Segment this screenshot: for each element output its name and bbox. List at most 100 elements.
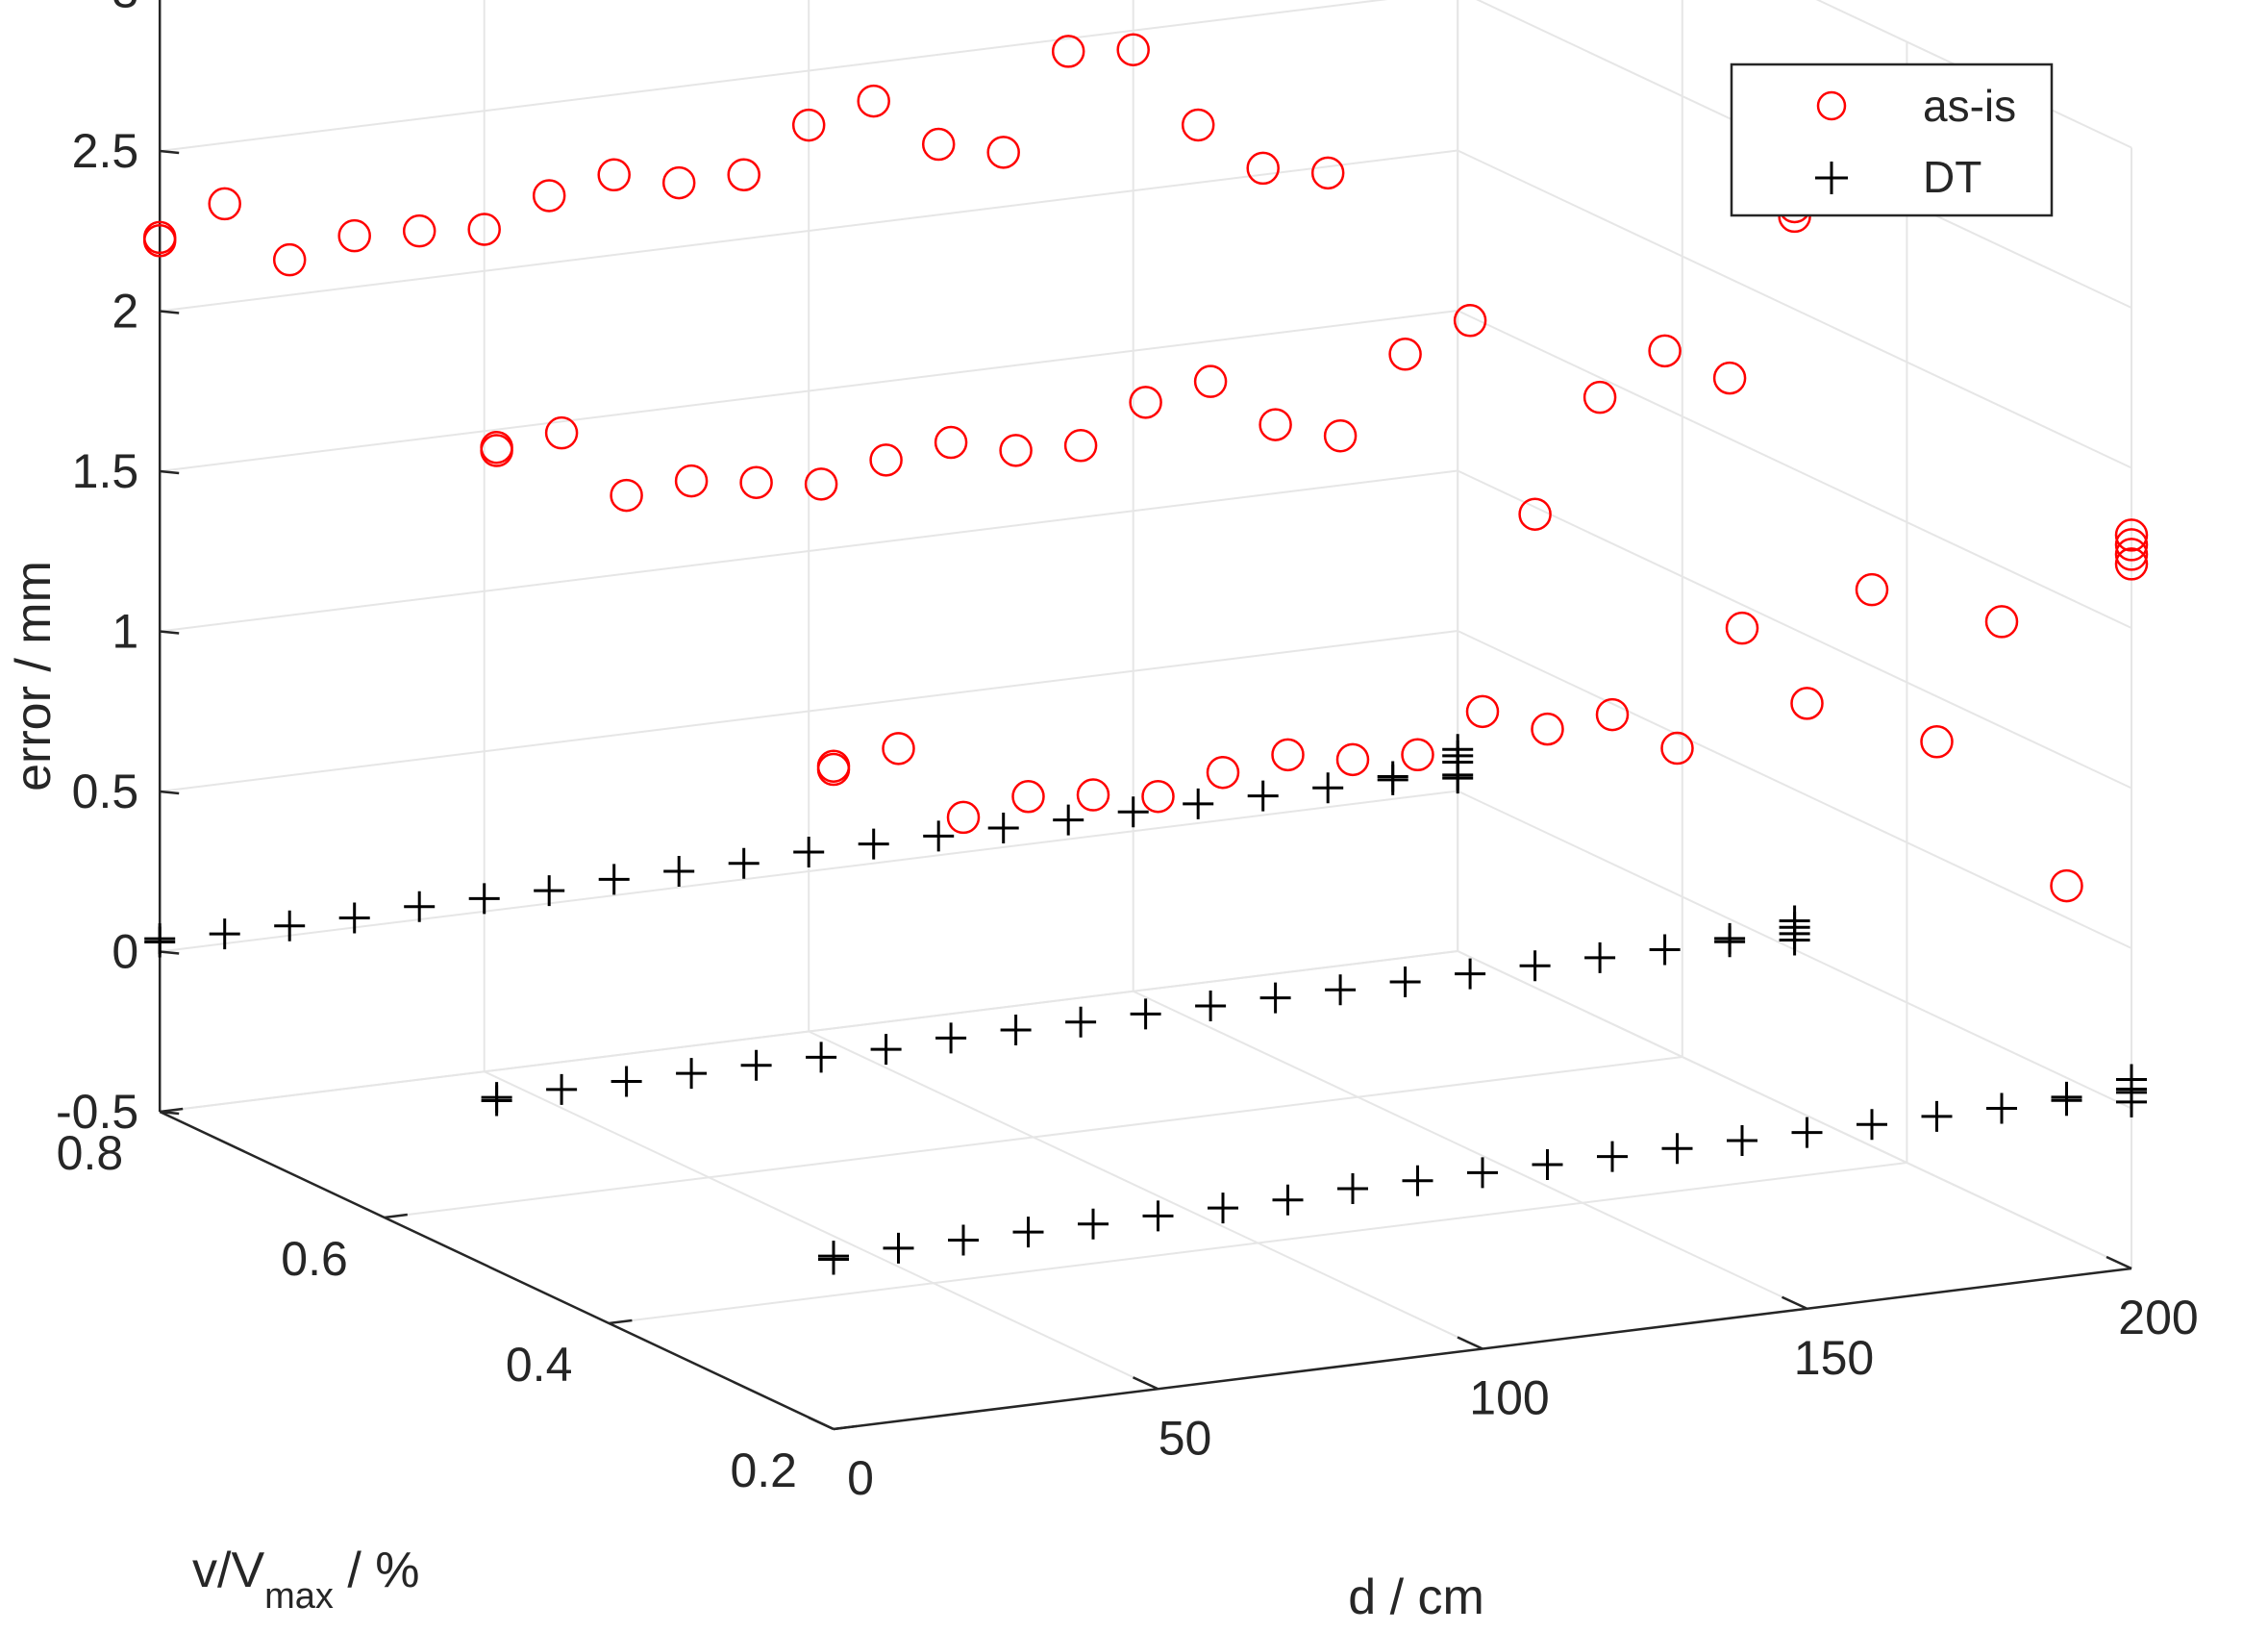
dt-point bbox=[144, 926, 176, 958]
dt-point bbox=[1442, 734, 1474, 766]
as-is-point bbox=[1246, 151, 1280, 186]
as-is-point bbox=[2114, 518, 2149, 552]
y-axis-line bbox=[159, 1110, 835, 1431]
dt-point bbox=[468, 883, 500, 915]
grid-line-side-z bbox=[1457, 310, 2132, 629]
dt-point bbox=[1661, 1133, 1693, 1165]
z-tick-mark bbox=[160, 790, 180, 795]
z-tick-label: 1.5 bbox=[72, 444, 139, 498]
dt-point bbox=[1649, 934, 1681, 966]
dt-point bbox=[1117, 796, 1149, 828]
dt-point bbox=[1727, 1124, 1757, 1156]
x-tick-mark bbox=[1132, 1376, 1159, 1391]
as-is-point bbox=[142, 223, 177, 258]
dt-point bbox=[1142, 1200, 1174, 1232]
dt-point bbox=[858, 828, 889, 860]
as-is-point bbox=[1725, 611, 1759, 645]
dt-point bbox=[611, 1066, 642, 1097]
as-is-point bbox=[1920, 725, 1954, 759]
y-tick-label: 0.8 bbox=[57, 1126, 124, 1180]
dt-point bbox=[1195, 991, 1227, 1021]
as-is-point bbox=[727, 158, 760, 191]
z-tick-label: 3 bbox=[112, 0, 138, 18]
grid-line-floor-y bbox=[609, 1162, 1907, 1324]
legend-marker-as-is bbox=[1816, 90, 1847, 121]
as-is-point bbox=[816, 752, 851, 787]
as-is-point bbox=[1193, 364, 1228, 398]
dt-point bbox=[728, 847, 760, 879]
dt-point bbox=[870, 1034, 902, 1066]
as-is-point bbox=[999, 434, 1033, 467]
as-is-point bbox=[1116, 33, 1150, 66]
as-is-point bbox=[1465, 694, 1500, 729]
grid-line-floor-y bbox=[160, 950, 1458, 1113]
dt-point bbox=[1714, 922, 1746, 954]
as-is-point bbox=[661, 165, 696, 200]
as-is-point bbox=[2114, 538, 2149, 571]
dt-point bbox=[1272, 1184, 1304, 1216]
y-tick-mark bbox=[384, 1213, 408, 1219]
z-tick-label: 0.5 bbox=[72, 765, 139, 818]
dt-point bbox=[534, 875, 565, 907]
y-axis-label: v/Vmax / % bbox=[192, 1543, 420, 1617]
dt-point bbox=[1183, 788, 1214, 819]
dt-point bbox=[676, 1058, 708, 1090]
as-is-point bbox=[1335, 742, 1370, 777]
as-is-point bbox=[1453, 304, 1487, 338]
grid-line-side-z bbox=[1457, 149, 2132, 469]
dt-point bbox=[1519, 950, 1551, 982]
legend-box bbox=[1730, 63, 2054, 217]
dt-point bbox=[546, 1073, 578, 1105]
as-is-point bbox=[1141, 779, 1175, 814]
as-is-point bbox=[857, 84, 890, 118]
dt-point bbox=[1377, 761, 1408, 792]
dt-point bbox=[1325, 974, 1357, 1006]
grid-line-side-z bbox=[1457, 630, 2132, 949]
grid-line-floor-x bbox=[1133, 990, 1807, 1310]
as-is-point bbox=[1181, 108, 1215, 142]
x-tick-mark bbox=[2106, 1255, 2132, 1270]
as-is-point bbox=[2114, 528, 2149, 562]
y-tick-label: 0.2 bbox=[730, 1444, 797, 1497]
z-tick-mark bbox=[160, 149, 180, 155]
dt-point bbox=[338, 902, 370, 934]
z-tick-label: -0.5 bbox=[56, 1085, 138, 1139]
as-is-point bbox=[1271, 738, 1305, 772]
as-is-point bbox=[532, 179, 566, 213]
as-is-point bbox=[1790, 687, 1824, 720]
as-is-point bbox=[1583, 380, 1617, 414]
dt-point bbox=[1053, 804, 1084, 836]
dt-point bbox=[948, 1224, 979, 1256]
as-is-point bbox=[1310, 156, 1345, 190]
as-is-point bbox=[1051, 35, 1085, 68]
z-tick-label: 2.5 bbox=[72, 124, 139, 178]
z-tick-mark bbox=[160, 950, 180, 955]
as-is-point bbox=[1984, 605, 2019, 639]
y-axis-label-tail: / % bbox=[334, 1543, 420, 1598]
as-is-point bbox=[2114, 547, 2149, 581]
as-is-point bbox=[934, 425, 968, 460]
as-is-point bbox=[674, 464, 709, 498]
x-tick-mark bbox=[808, 1416, 835, 1431]
as-is-point bbox=[1595, 697, 1630, 732]
as-is-point bbox=[337, 218, 371, 253]
as-is-point bbox=[1401, 738, 1434, 772]
grid-line-side-z bbox=[1457, 469, 2132, 790]
dt-point bbox=[1259, 982, 1291, 1014]
as-is-point bbox=[1660, 731, 1694, 766]
dt-point bbox=[1065, 1006, 1097, 1038]
z-tick-label: 0 bbox=[112, 925, 138, 979]
dt-point bbox=[598, 864, 630, 895]
legend-marker-dt bbox=[1815, 162, 1848, 194]
legend-label-dt: DT bbox=[1923, 152, 1981, 202]
as-is-point bbox=[1206, 755, 1240, 790]
dt-point bbox=[209, 918, 240, 950]
dt-point bbox=[923, 820, 955, 852]
data-points bbox=[142, 33, 2149, 1275]
as-is-point bbox=[597, 158, 631, 192]
dt-point bbox=[806, 1042, 837, 1073]
x-tick-label: 100 bbox=[1469, 1371, 1549, 1425]
as-is-point bbox=[467, 213, 501, 246]
as-is-point bbox=[402, 213, 436, 248]
z-tick-mark bbox=[160, 310, 180, 314]
